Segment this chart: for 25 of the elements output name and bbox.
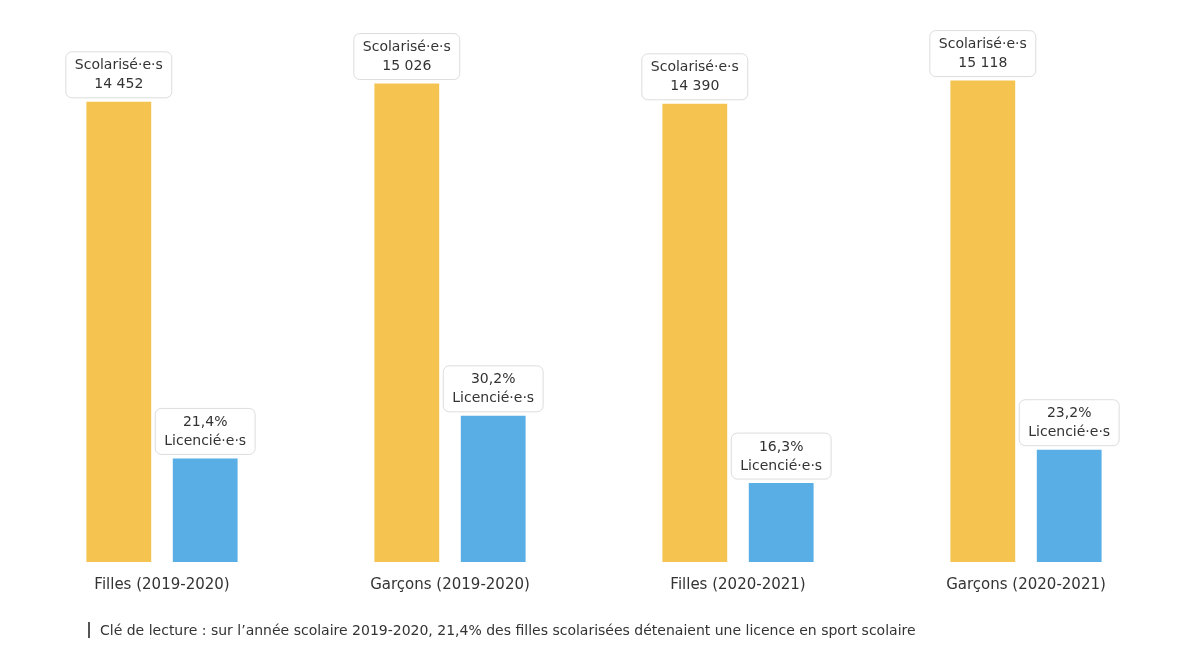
- bar: [748, 483, 814, 562]
- data-label: 14 390: [670, 77, 720, 94]
- text: Clé de lecture : sur l’année scolaire 2019-2020, 21,4% des filles scolarisées détenaient une licence en sport scolaire: [88, 622, 1180, 638]
- bar: [172, 458, 238, 562]
- data-label: 15 118: [958, 54, 1008, 71]
- data-label: 16,3%: [758, 437, 804, 454]
- bar: [374, 83, 440, 562]
- x-tick-label: Filles (2020-2021): [670, 574, 806, 593]
- text: Scolarisé·e·s: [650, 58, 739, 75]
- data-label: 15 026: [382, 57, 432, 74]
- bar: [950, 80, 1016, 562]
- x-tick-label: Garçons (2020-2021): [946, 574, 1106, 593]
- data-label: 30,2%: [470, 370, 516, 387]
- text: Scolarisé·e·s: [938, 35, 1027, 52]
- data-label: 23,2%: [1046, 404, 1092, 421]
- text: Scolarisé·e·s: [74, 56, 163, 73]
- x-tick-label: Garçons (2019-2020): [370, 574, 530, 593]
- text: Licencié·e·s: [164, 432, 247, 449]
- text: Scolarisé·e·s: [362, 38, 451, 55]
- text: Licencié·e·s: [1028, 423, 1111, 440]
- series-label: Licencié·e·s: [452, 389, 535, 406]
- text: Licencié·e·s: [740, 456, 823, 473]
- data-label: 21,4%: [182, 413, 228, 430]
- data-label: 14 452: [94, 75, 144, 92]
- x-tick-label: Filles (2019-2020): [94, 574, 230, 593]
